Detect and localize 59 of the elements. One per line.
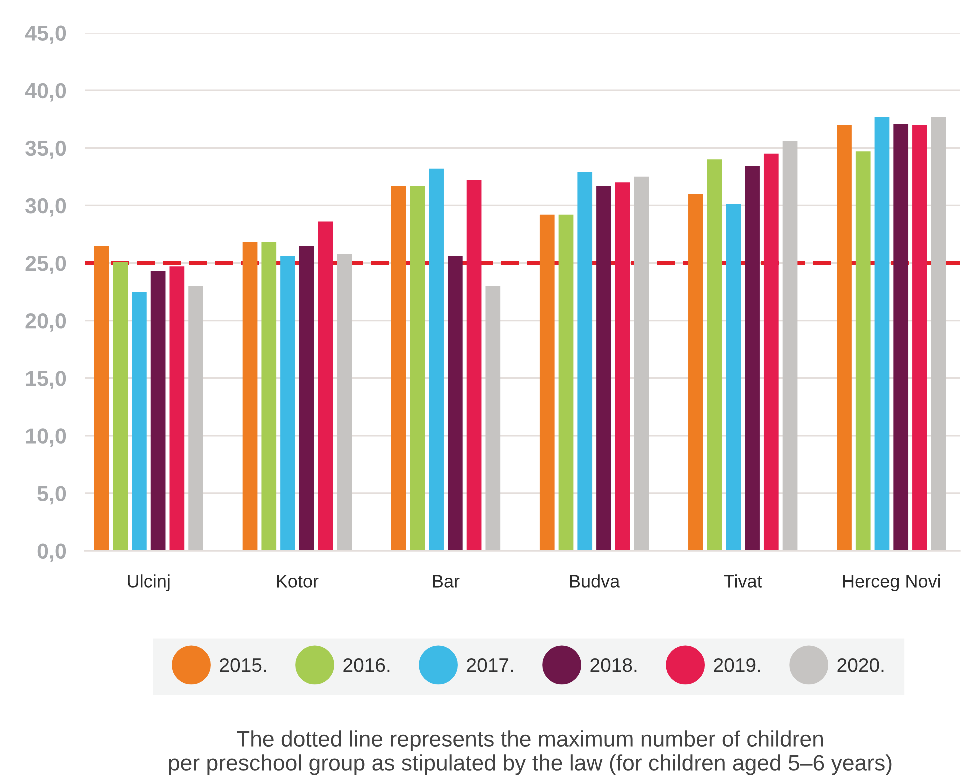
y-tick-label: 20,0 (26, 314, 66, 332)
y-tick-label: 0,0 (38, 544, 66, 562)
x-tick-label: Tivat (724, 574, 762, 588)
bar (280, 256, 296, 551)
bar (410, 186, 426, 551)
bar (874, 117, 890, 551)
x-tick-label: Ulcinj (128, 574, 170, 592)
bar (894, 124, 909, 551)
legend-label: 2016. (344, 658, 390, 672)
bar (615, 182, 630, 551)
bar (150, 271, 166, 551)
bar (262, 242, 277, 551)
y-tick-label: 30,0 (26, 198, 66, 217)
y-tick-label: 5,0 (38, 486, 66, 505)
bar (726, 204, 742, 551)
bar (94, 246, 110, 551)
bar (745, 166, 760, 551)
legend-label: 2015. (220, 658, 266, 672)
bar (486, 286, 501, 551)
bar (837, 125, 852, 551)
text: The dotted line represents the maximum number of children per preschool group as stipulated by the law (for children aged 5–6 years) (169, 730, 892, 776)
bar (448, 256, 463, 551)
bar (931, 117, 946, 551)
bar (540, 214, 555, 551)
bar (578, 172, 593, 551)
bar (242, 242, 258, 551)
bar (318, 222, 334, 551)
x-tick-label: Herceg Novi (843, 574, 940, 592)
bar (782, 141, 798, 551)
bar (912, 125, 928, 551)
bar (764, 154, 779, 551)
legend-label: 2020. (838, 658, 884, 672)
bar (856, 152, 871, 551)
legend-label: 2017. (467, 658, 514, 672)
y-tick-label: 15,0 (26, 371, 66, 390)
bar (337, 254, 352, 551)
bar (132, 292, 147, 551)
bar (596, 186, 612, 551)
bar (466, 180, 482, 551)
bar (170, 266, 185, 551)
bar (558, 214, 574, 551)
x-tick-label: Budva (570, 574, 620, 588)
y-tick-label: 35,0 (26, 140, 66, 160)
bar (188, 286, 204, 551)
y-tick-label: 45,0 (25, 26, 66, 44)
legend-label: 2019. (714, 658, 760, 672)
bar (634, 176, 650, 551)
bar (688, 194, 704, 551)
x-tick-label: Kotor (277, 575, 319, 588)
y-tick-label: 25,0 (26, 256, 66, 274)
x-tick-label: Bar (433, 575, 460, 588)
bar (429, 168, 444, 551)
bar (299, 246, 314, 551)
y-tick-label: 40,0 (25, 83, 66, 102)
bar (707, 160, 722, 551)
bar (391, 186, 406, 551)
legend-label: 2018. (590, 658, 637, 672)
y-tick-label: 10,0 (26, 428, 66, 448)
bar (113, 262, 128, 551)
